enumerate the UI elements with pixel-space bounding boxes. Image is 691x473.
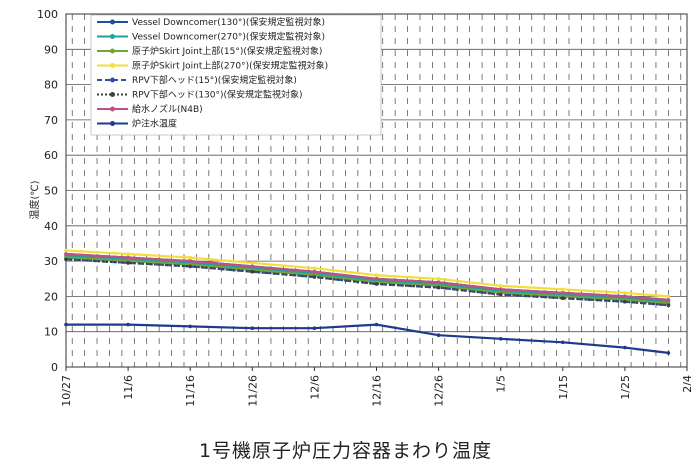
data-point [188, 324, 192, 329]
legend-marker [110, 106, 115, 112]
data-point [126, 252, 130, 256]
y-tick-label: 60 [44, 149, 58, 162]
x-tick-label: 11/26 [246, 375, 259, 407]
legend-label: 原子炉Skirt Joint上部(15°)(保安規定監視対象) [132, 45, 322, 57]
legend-label: 給水ノズル(N4B) [132, 103, 203, 115]
legend-label: RPV下部ヘッド(15°)(保安規定監視対象) [132, 74, 297, 86]
data-point [312, 266, 317, 271]
x-tick-label: 12/16 [371, 375, 384, 407]
data-point [374, 277, 379, 281]
data-point [666, 294, 671, 299]
data-point [250, 264, 255, 269]
data-point [623, 291, 627, 295]
data-point [436, 277, 441, 281]
data-point [312, 275, 317, 279]
data-point [250, 261, 255, 265]
data-point [126, 255, 130, 260]
legend-marker [110, 77, 115, 83]
data-point [64, 248, 68, 253]
x-tick-label: 1/25 [619, 375, 632, 400]
y-axis: 0 10 20 30 40 50 60 70 80 90 100 [37, 8, 58, 374]
data-point [561, 296, 565, 301]
legend-label: Vessel Downcomer(270°)(保安規定監視対象) [132, 31, 325, 43]
data-point [64, 252, 68, 256]
data-point [188, 259, 192, 263]
legend-box [90, 14, 382, 136]
x-tick-label: 1/15 [557, 375, 570, 400]
data-point [188, 255, 192, 260]
legend-label: Vessel Downcomer(130°)(保安規定監視対象) [132, 16, 325, 28]
data-point [561, 291, 565, 295]
x-tick-label: 12/6 [308, 375, 321, 400]
legend-marker [110, 63, 115, 68]
data-point [561, 287, 565, 292]
data-point [623, 294, 627, 299]
legend-label: 炉注水温度 [132, 118, 177, 130]
data-point [312, 269, 317, 274]
x-tick-label: 10/27 [60, 375, 73, 407]
data-point [623, 345, 627, 350]
data-point [498, 337, 503, 341]
x-tick-label: 1/5 [495, 375, 508, 393]
data-point [436, 280, 441, 285]
x-tick-label: 2/4 [681, 375, 691, 393]
legend-label: RPV下部ヘッド(130°)(保安規定監視対象) [132, 89, 303, 101]
y-tick-label: 70 [44, 114, 58, 127]
y-tick-label: 80 [44, 79, 58, 92]
x-tick-label: 11/6 [122, 375, 135, 400]
data-point [666, 303, 671, 308]
data-point [64, 322, 68, 327]
legend-marker [110, 48, 115, 54]
data-point [436, 285, 441, 290]
legend-marker [110, 92, 115, 97]
x-tick-label: 11/16 [184, 375, 197, 407]
y-tick-label: 100 [37, 8, 58, 21]
data-point [666, 351, 671, 355]
data-point [623, 299, 627, 304]
y-tick-label: 10 [44, 326, 58, 339]
data-point [498, 292, 503, 297]
data-point [374, 282, 379, 286]
y-tick-label: 40 [44, 220, 58, 233]
legend-label: 原子炉Skirt Joint上部(270°)(保安規定監視対象) [132, 60, 328, 72]
data-point [250, 326, 255, 331]
y-tick-label: 20 [44, 290, 58, 303]
legend-marker [110, 34, 115, 39]
data-point [666, 298, 671, 302]
chart-caption: 1号機原子炉圧力容器まわり温度 [198, 440, 493, 462]
data-point [188, 264, 192, 269]
x-axis: 10/27 11/6 11/16 11/26 12/6 12/16 12/26 1/5 1/15… [60, 367, 691, 407]
data-point [498, 284, 503, 288]
plot-area [64, 248, 671, 355]
y-tick-label: 0 [51, 361, 58, 374]
data-point [436, 333, 441, 338]
data-point [312, 326, 317, 331]
series-line [66, 323, 669, 354]
y-tick-label: 90 [44, 43, 58, 56]
data-point [561, 340, 565, 345]
y-tick-label: 50 [44, 185, 58, 198]
y-axis-label: 温度(℃) [28, 180, 41, 219]
series-line [65, 249, 669, 298]
x-tick-label: 12/26 [433, 375, 446, 407]
data-point [64, 257, 68, 262]
legend: Vessel Downcomer(130°)(保安規定監視対象) Vessel D… [90, 14, 382, 136]
data-point [250, 269, 255, 274]
data-point [374, 322, 379, 327]
data-point [126, 261, 130, 265]
data-point [374, 273, 379, 278]
legend-marker [110, 121, 115, 126]
legend-marker [110, 19, 115, 25]
data-point [498, 287, 503, 292]
data-point [126, 322, 130, 327]
y-tick-label: 30 [44, 255, 58, 268]
